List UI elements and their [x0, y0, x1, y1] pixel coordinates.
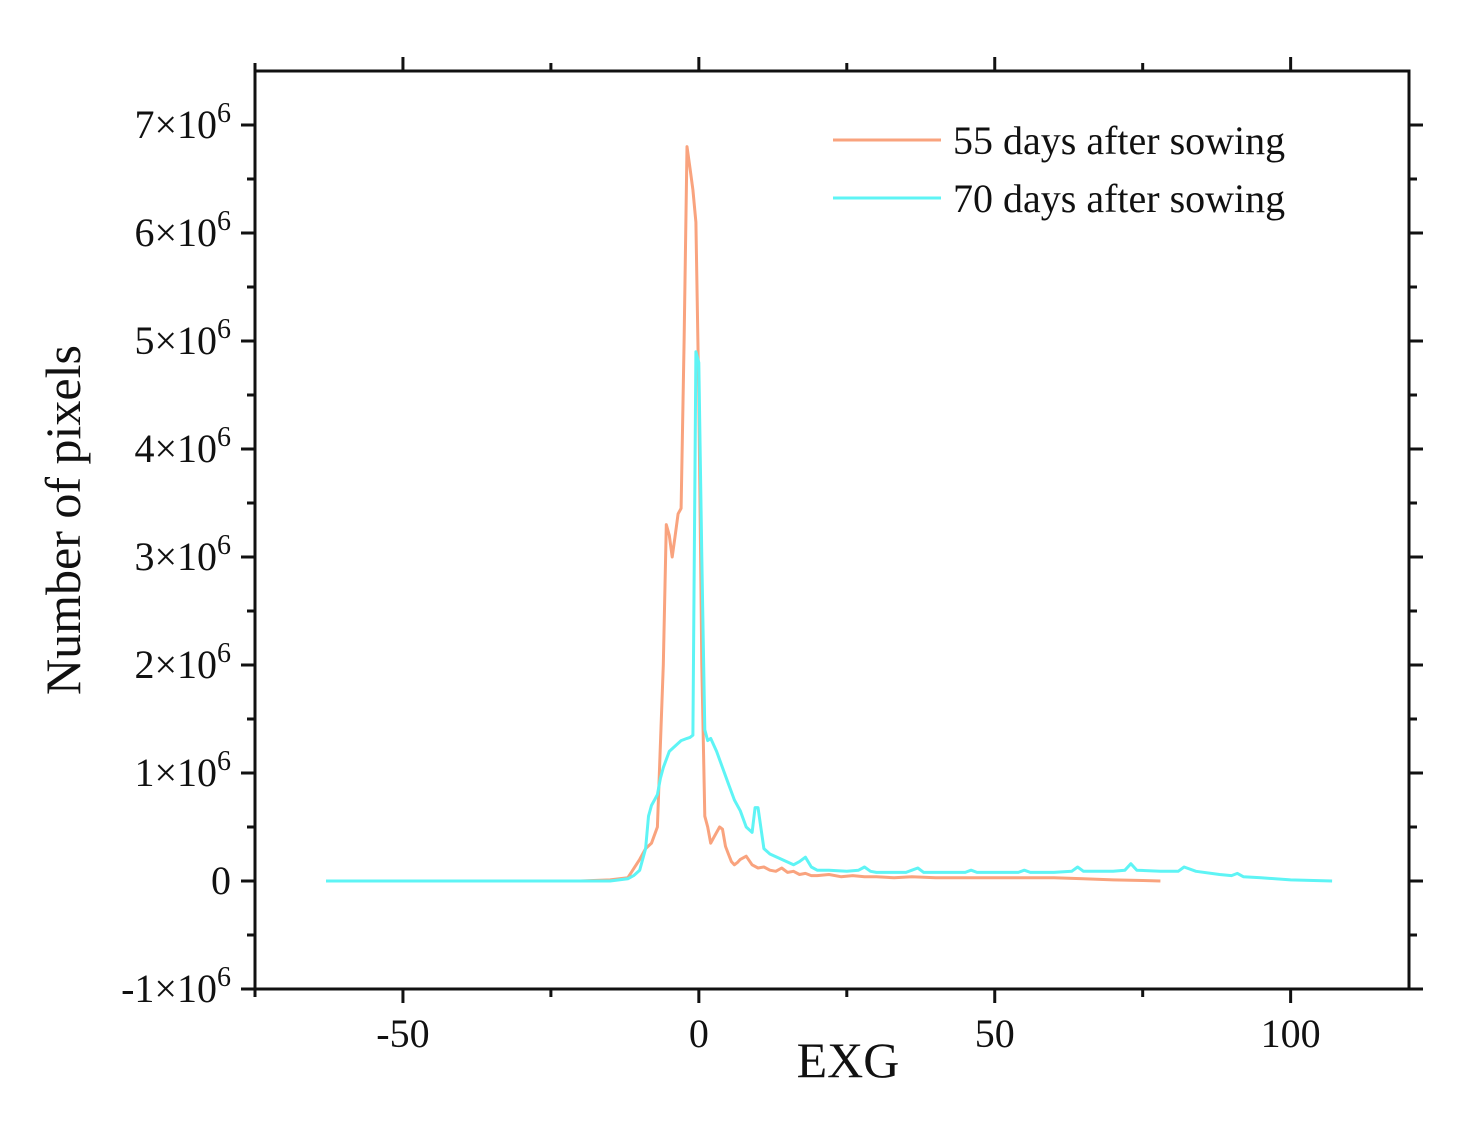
y-tick-label: 3×106 [134, 530, 231, 579]
y-tick-label: 6×106 [134, 206, 231, 255]
y-axis: -1×106 0 1×106 2×106 3×106 4×106 5×106 6×106 7×1… [121, 98, 1423, 1011]
legend: 55 days after sowing 70 days after sowing [833, 118, 1285, 221]
y-tick-label: 0 [211, 858, 231, 903]
y-tick-label: 1×106 [134, 746, 231, 795]
x-tick-label: 0 [689, 1011, 709, 1056]
legend-label-1: 55 days after sowing [953, 118, 1285, 163]
plot-frame [253, 69, 1411, 991]
y-axis-title: Number of pixels [35, 345, 91, 695]
series-line-1 [326, 145, 1161, 883]
x-tick-label: -50 [376, 1011, 429, 1056]
legend-label-2: 70 days after sowing [953, 176, 1285, 221]
y-tick-label: 7×106 [134, 98, 231, 147]
y-tick-label: 4×106 [134, 422, 231, 471]
x-tick-label: 50 [975, 1011, 1015, 1056]
series-lines [326, 145, 1333, 883]
y-tick-label: 5×106 [134, 314, 231, 363]
x-axis: -50 0 50 100 [253, 57, 1321, 1056]
x-tick-label: 100 [1261, 1011, 1321, 1056]
plot-border [253, 69, 1411, 991]
x-axis-title: EXG [797, 1032, 900, 1088]
series-line-2 [326, 350, 1333, 883]
y-tick-label: -1×106 [121, 962, 231, 1011]
y-tick-label: 2×106 [134, 638, 231, 687]
